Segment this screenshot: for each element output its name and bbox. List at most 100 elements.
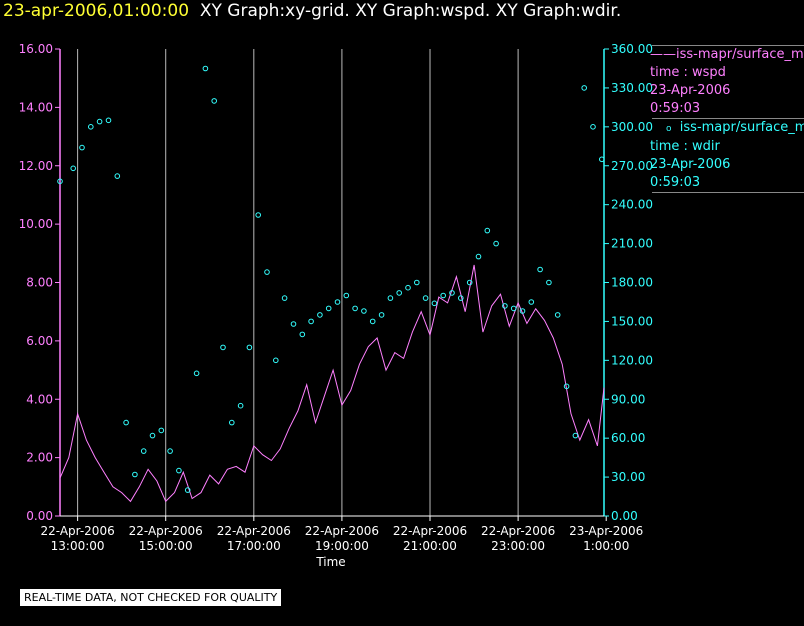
legend-series1-name: ——iss-mapr/surface_m — [650, 47, 804, 62]
right-tick-label: 270.00 — [611, 159, 653, 173]
wdir-point — [255, 212, 262, 218]
legend-series2-vars: time : wdir — [650, 139, 720, 154]
wdir-point — [149, 432, 156, 439]
wdir-point — [57, 178, 63, 185]
x-tick-label-date: 22-Apr-2006 — [393, 524, 467, 538]
wdir-point — [493, 240, 499, 247]
wdir-point — [369, 318, 376, 325]
right-tick-label: 30.00 — [611, 470, 645, 484]
x-tick-label-date: 22-Apr-2006 — [129, 524, 203, 538]
x-tick-label-date: 22-Apr-2006 — [217, 524, 291, 538]
wdir-point — [123, 419, 129, 426]
wdir-point — [599, 156, 605, 163]
legend: ——iss-mapr/surface_m time : wspd 23-Apr-… — [650, 45, 804, 193]
wdir-point — [484, 227, 491, 234]
wdir-point — [475, 253, 482, 260]
left-tick-label: 6.00 — [26, 334, 53, 348]
wdir-point — [167, 448, 173, 454]
wspd-line — [59, 264, 605, 503]
wdir-point — [281, 295, 288, 301]
wdir-point — [343, 292, 350, 299]
wdir-point — [528, 299, 535, 305]
wdir-point — [572, 432, 579, 439]
wdir-point — [352, 305, 358, 312]
right-tick-label: 90.00 — [611, 392, 645, 406]
wdir-point — [299, 331, 306, 338]
wdir-point — [308, 318, 314, 325]
x-tick-label-time: 21:00:00 — [403, 539, 457, 553]
wdir-point — [193, 370, 200, 377]
right-tick-label: 0.00 — [611, 509, 638, 523]
wdir-point — [449, 290, 455, 296]
wdir-point — [510, 305, 517, 312]
right-tick-label: 120.00 — [611, 353, 653, 367]
legend-separator — [652, 45, 804, 46]
legend-series1-date: 23-Apr-2006 — [650, 83, 731, 98]
right-tick-label: 180.00 — [611, 276, 653, 290]
wdir-point — [590, 124, 596, 130]
legend-separator — [652, 118, 804, 119]
wdir-point — [96, 118, 103, 125]
legend-series2-time: 0:59:03 — [650, 175, 701, 190]
wdir-point — [378, 312, 385, 318]
series-layer — [57, 65, 605, 503]
wdir-point — [202, 65, 209, 72]
wdir-point — [88, 124, 94, 130]
wdir-point — [237, 402, 244, 409]
legend-separator — [652, 192, 804, 193]
legend-series1-vars: time : wspd — [650, 65, 726, 80]
wdir-point — [458, 295, 464, 301]
right-tick-label: 150.00 — [611, 314, 653, 328]
right-tick-label: 300.00 — [611, 120, 653, 134]
wdir-point — [132, 471, 138, 478]
left-tick-label: 12.00 — [19, 159, 53, 173]
right-tick-label: 240.00 — [611, 198, 653, 212]
chart-title: 23-apr-2006,01:00:00 XY Graph:xy-grid. X… — [3, 1, 621, 21]
wdir-point — [105, 117, 112, 124]
wdir-point — [387, 295, 394, 301]
wdir-point — [422, 295, 429, 301]
wdir-point — [361, 308, 367, 314]
wdir-point — [140, 448, 147, 454]
wdir-point — [184, 487, 191, 493]
right-tick-label: 330.00 — [611, 81, 653, 95]
wdir-point — [70, 165, 76, 172]
wdir-point — [317, 312, 323, 318]
left-tick-label: 14.00 — [19, 100, 53, 114]
wdir-point — [440, 292, 447, 299]
x-tick-label-time: 19:00:00 — [315, 539, 369, 553]
wdir-point — [220, 344, 226, 351]
wdir-point — [431, 300, 438, 307]
wdir-point — [414, 279, 420, 286]
quality-note: REAL-TIME DATA, NOT CHECKED FOR QUALITY — [20, 589, 282, 606]
wdir-point — [79, 144, 85, 151]
left-tick-label: 0.00 — [26, 509, 53, 523]
wdir-point — [537, 266, 543, 273]
right-tick-label: 60.00 — [611, 431, 645, 445]
wdir-point — [546, 279, 552, 286]
title-graphs: XY Graph:xy-grid. XY Graph:wspd. XY Grap… — [199, 1, 622, 21]
grid-lines — [77, 49, 519, 516]
wdir-point — [290, 321, 297, 327]
wdir-point — [246, 344, 253, 351]
x-tick-label-time: 13:00:00 — [51, 539, 105, 553]
wdir-point — [114, 173, 121, 179]
wdir-point — [405, 284, 411, 291]
wdir-point — [325, 305, 332, 312]
left-tick-label: 4.00 — [26, 392, 53, 406]
legend-series2-name: o iss-mapr/surface_m — [666, 120, 804, 135]
title-date: 23-apr-2006,01:00:00 — [3, 1, 190, 21]
wdir-point — [554, 312, 561, 318]
x-axis-label: Time — [315, 555, 345, 569]
wdir-point — [581, 85, 588, 91]
x-tick-label-time: 15:00:00 — [139, 539, 193, 553]
wdir-point — [334, 299, 341, 305]
wdir-point — [264, 269, 270, 275]
legend-series2-date: 23-Apr-2006 — [650, 157, 731, 172]
x-tick-label-date: 22-Apr-2006 — [41, 524, 115, 538]
wdir-point — [158, 427, 165, 434]
x-tick-label-date: 23-Apr-2006 — [569, 524, 643, 538]
x-tick-label-time: 23:00:00 — [491, 539, 545, 553]
left-tick-label: 2.00 — [26, 451, 53, 465]
